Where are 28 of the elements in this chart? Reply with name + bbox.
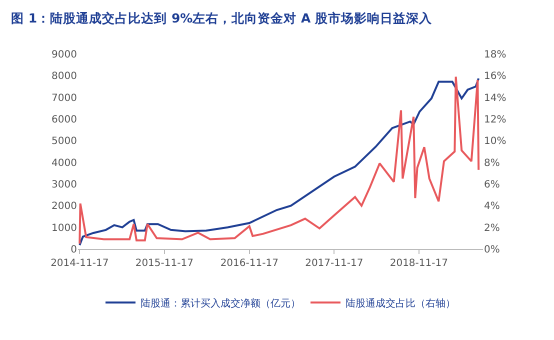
y-tick-label: 9000: [52, 50, 77, 60]
y-tick-label: 2000: [52, 201, 77, 212]
legend-label: 陆股通：累计买入成交净额（亿元）: [140, 297, 300, 310]
x-tick-label: 2016-11-17: [220, 258, 278, 269]
y2-tick-label: 4%: [484, 201, 500, 212]
x-tick-label: 2017-11-17: [305, 258, 364, 269]
y-tick-label: 6000: [52, 114, 77, 126]
y2-tick-label: 10%: [484, 136, 506, 148]
y-tick-label: 8000: [52, 71, 77, 82]
y2-tick-label: 6%: [484, 180, 500, 190]
y2-tick-label: 14%: [484, 92, 506, 104]
x-tick-label: 2018-11-17: [390, 258, 448, 269]
y2-tick-label: 8%: [484, 158, 500, 169]
y-tick-label: 7000: [52, 92, 77, 104]
y2-tick-label: 18%: [484, 50, 506, 60]
legend-label: 陆股通成交占比（右轴）: [346, 297, 456, 310]
y-tick-label: 0: [70, 244, 77, 256]
y-tick-label: 1000: [52, 222, 77, 234]
y-tick-label: 4000: [52, 158, 77, 169]
x-tick-label: 2014-11-17: [50, 258, 109, 269]
y2-tick-label: 12%: [484, 114, 506, 126]
x-tick-label: 2015-11-17: [135, 258, 194, 269]
y2-tick-label: 16%: [484, 71, 506, 82]
chart-title: 图 1：陆股通成交占比达到 9%左右，北向资金对 A 股市场影响日益深入: [11, 10, 434, 26]
y2-tick-label: 2%: [484, 222, 500, 234]
y2-tick-label: 0%: [484, 244, 500, 256]
y-tick-label: 5000: [52, 136, 77, 148]
y-tick-label: 3000: [52, 180, 77, 190]
